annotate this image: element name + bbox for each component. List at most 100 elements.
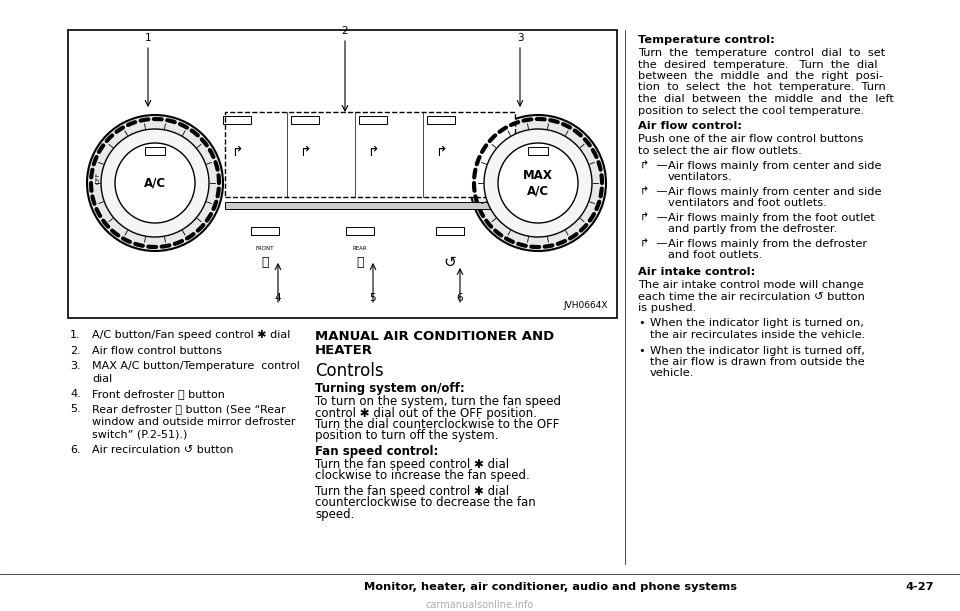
Bar (145, 147, 165, 155)
Text: the air recirculates inside the vehicle.: the air recirculates inside the vehicle. (650, 330, 865, 340)
Bar (251, 227, 279, 235)
Text: ventilators and foot outlets.: ventilators and foot outlets. (668, 199, 827, 208)
Text: ↺: ↺ (444, 255, 456, 269)
Bar (223, 116, 251, 124)
Text: MANUAL AIR CONDITIONER AND: MANUAL AIR CONDITIONER AND (315, 330, 554, 343)
Text: between  the  middle  and  the  right  posi-: between the middle and the right posi- (638, 71, 883, 81)
Text: Temperature control:: Temperature control: (638, 35, 775, 45)
Text: Controls: Controls (315, 362, 384, 380)
Text: Monitor, heater, air conditioner, audio and phone systems: Monitor, heater, air conditioner, audio … (364, 582, 736, 592)
Text: 2: 2 (342, 26, 348, 36)
Text: speed.: speed. (315, 508, 354, 521)
Circle shape (101, 129, 209, 237)
Text: 3.: 3. (70, 361, 81, 371)
Text: Air flows mainly from center and side: Air flows mainly from center and side (668, 187, 881, 197)
Text: 5.: 5. (70, 404, 81, 414)
Text: position to turn off the system.: position to turn off the system. (315, 430, 498, 442)
Text: ↱: ↱ (231, 145, 243, 159)
Text: Ⓝ: Ⓝ (261, 255, 269, 268)
Bar (346, 227, 374, 235)
Text: Turn the fan speed control ✱ dial: Turn the fan speed control ✱ dial (315, 485, 509, 498)
Text: ↱: ↱ (300, 145, 311, 159)
Text: Ⓡ: Ⓡ (356, 255, 364, 268)
Text: OFF: OFF (95, 172, 101, 184)
Text: MAX
A/C: MAX A/C (523, 169, 553, 197)
Circle shape (115, 143, 195, 223)
Text: and partly from the defroster.: and partly from the defroster. (668, 224, 837, 235)
Bar (528, 147, 548, 155)
Text: 1: 1 (145, 33, 152, 43)
Text: •: • (638, 345, 645, 356)
Circle shape (484, 129, 592, 237)
Text: Push one of the air flow control buttons: Push one of the air flow control buttons (638, 134, 863, 144)
Circle shape (498, 143, 578, 223)
Text: 1.: 1. (70, 330, 81, 340)
Text: and foot outlets.: and foot outlets. (668, 251, 762, 260)
Text: To turn on the system, turn the fan speed: To turn on the system, turn the fan spee… (315, 395, 561, 408)
Text: 4.: 4. (70, 389, 81, 399)
Text: Air recirculation ↺ button: Air recirculation ↺ button (92, 445, 233, 455)
Text: A/C button/Fan speed control ✱ dial: A/C button/Fan speed control ✱ dial (92, 330, 290, 340)
Text: carmanualsonline.info: carmanualsonline.info (426, 600, 534, 610)
Text: ↱  —: ↱ — (640, 239, 667, 249)
Bar (359, 116, 387, 124)
Text: the air flow is drawn from outside the: the air flow is drawn from outside the (650, 357, 865, 367)
Text: FRONT: FRONT (255, 246, 275, 252)
Bar (225, 112, 515, 197)
Text: 2.: 2. (70, 345, 81, 356)
Text: MAX A/C button/Temperature  control: MAX A/C button/Temperature control (92, 361, 300, 371)
Text: REAR: REAR (352, 246, 368, 252)
Text: Turn the fan speed control ✱ dial: Turn the fan speed control ✱ dial (315, 458, 509, 471)
Text: Air flow control buttons: Air flow control buttons (92, 345, 222, 356)
Text: tion  to  select  the  hot  temperature.  Turn: tion to select the hot temperature. Turn (638, 82, 886, 92)
Text: 6.: 6. (70, 445, 81, 455)
Bar (427, 116, 455, 124)
Text: Air flows mainly from the defroster: Air flows mainly from the defroster (668, 239, 867, 249)
Text: the  dial  between  the  middle  and  the  left: the dial between the middle and the left (638, 94, 894, 104)
Text: Turning system on/off:: Turning system on/off: (315, 382, 465, 395)
Text: Air flows mainly from the foot outlet: Air flows mainly from the foot outlet (668, 213, 875, 223)
Text: each time the air recirculation ↺ button: each time the air recirculation ↺ button (638, 291, 865, 301)
Text: •: • (638, 318, 645, 329)
Text: Turn the dial counterclockwise to the OFF: Turn the dial counterclockwise to the OF… (315, 418, 560, 431)
Text: position to select the cool temperature.: position to select the cool temperature. (638, 106, 864, 115)
Text: ventilators.: ventilators. (668, 172, 732, 183)
Bar (436, 227, 464, 235)
Text: When the indicator light is turned off,: When the indicator light is turned off, (650, 345, 865, 356)
Bar (68, 30, 617, 318)
Text: 4-27: 4-27 (905, 582, 934, 592)
Text: Front defroster Ⓝ button: Front defroster Ⓝ button (92, 389, 225, 399)
Text: 6: 6 (457, 293, 464, 303)
Text: 5: 5 (370, 293, 376, 303)
Text: ↱: ↱ (435, 145, 446, 159)
Text: control ✱ dial out of the OFF position.: control ✱ dial out of the OFF position. (315, 406, 537, 420)
Text: JVH0664X: JVH0664X (564, 301, 608, 310)
Text: is pushed.: is pushed. (638, 303, 696, 313)
Text: ↱: ↱ (367, 145, 379, 159)
Text: Air intake control:: Air intake control: (638, 267, 756, 277)
Text: window and outside mirror defroster: window and outside mirror defroster (92, 417, 296, 427)
Circle shape (470, 115, 606, 251)
Text: Rear defroster Ⓡ button (See “Rear: Rear defroster Ⓡ button (See “Rear (92, 404, 286, 414)
Text: ↱  —: ↱ — (640, 161, 667, 171)
Text: ↱  —: ↱ — (640, 187, 667, 197)
Text: dial: dial (92, 373, 112, 384)
Text: Air flow control:: Air flow control: (638, 121, 742, 131)
Text: clockwise to increase the fan speed.: clockwise to increase the fan speed. (315, 469, 530, 483)
Text: vehicle.: vehicle. (650, 368, 694, 378)
Text: Air flows mainly from center and side: Air flows mainly from center and side (668, 161, 881, 171)
Text: Turn  the  temperature  control  dial  to  set: Turn the temperature control dial to set (638, 48, 885, 58)
Bar (291, 116, 319, 124)
Text: The air intake control mode will change: The air intake control mode will change (638, 280, 864, 290)
Bar (225, 202, 515, 209)
Text: switch” (P.2-51).): switch” (P.2-51).) (92, 430, 187, 439)
Text: A/C: A/C (144, 177, 166, 189)
Text: When the indicator light is turned on,: When the indicator light is turned on, (650, 318, 864, 329)
Text: ↱  —: ↱ — (640, 213, 667, 223)
Text: Fan speed control:: Fan speed control: (315, 445, 439, 458)
Text: 3: 3 (516, 33, 523, 43)
Text: counterclockwise to decrease the fan: counterclockwise to decrease the fan (315, 497, 536, 510)
Circle shape (87, 115, 223, 251)
Text: the  desired  temperature.   Turn  the  dial: the desired temperature. Turn the dial (638, 59, 877, 70)
Text: to select the air flow outlets.: to select the air flow outlets. (638, 145, 802, 156)
